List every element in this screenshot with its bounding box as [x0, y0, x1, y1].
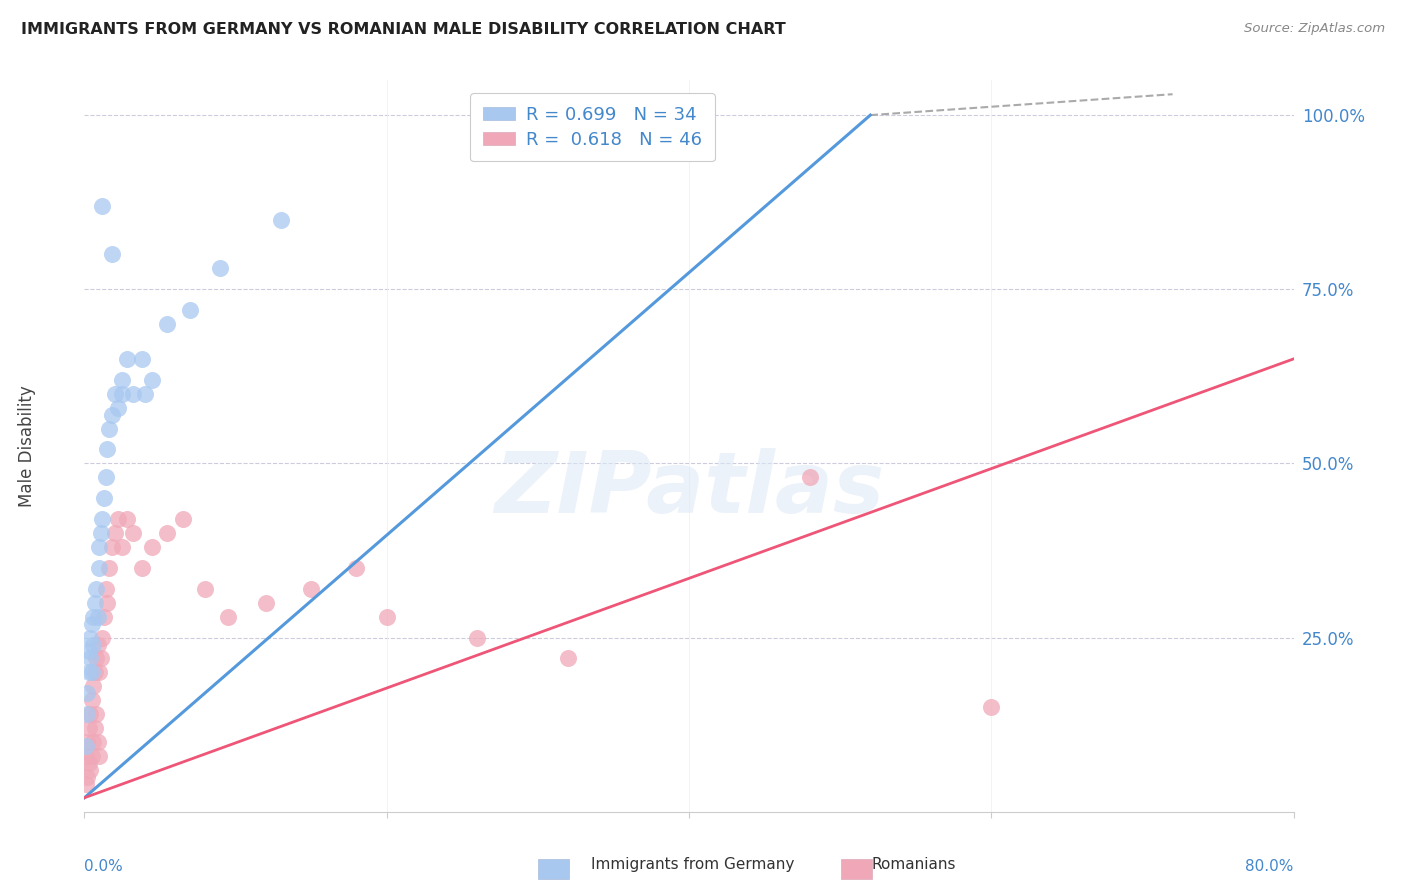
Point	[270, 212, 292, 227]
Point	[89, 665, 111, 680]
Point	[84, 721, 107, 735]
Point	[94, 470, 117, 484]
Text: 0.0%: 0.0%	[84, 859, 124, 874]
Text: Immigrants from Germany: Immigrants from Germany	[591, 857, 794, 872]
Point	[115, 512, 138, 526]
Point	[91, 512, 114, 526]
Point	[799, 470, 821, 484]
Point	[115, 351, 138, 366]
Point	[75, 749, 97, 764]
Point	[79, 631, 101, 645]
Point	[299, 582, 322, 596]
Point	[107, 401, 129, 415]
Point	[100, 540, 122, 554]
Point	[172, 512, 194, 526]
Point	[254, 596, 277, 610]
Point	[94, 582, 117, 596]
Point	[82, 638, 104, 652]
Point	[80, 665, 103, 680]
Point	[121, 386, 143, 401]
Legend: R = 0.699   N = 34, R =  0.618   N = 46: R = 0.699 N = 34, R = 0.618 N = 46	[470, 93, 714, 161]
Text: 80.0%: 80.0%	[1246, 859, 1294, 874]
Point	[141, 540, 163, 554]
Point	[77, 644, 100, 658]
Point	[96, 596, 118, 610]
Point	[121, 526, 143, 541]
Point	[84, 665, 107, 680]
Point	[79, 651, 101, 665]
Point	[82, 609, 104, 624]
Point	[217, 609, 239, 624]
Point	[76, 735, 98, 749]
Point	[91, 199, 114, 213]
Point	[79, 707, 101, 722]
Point	[82, 735, 104, 749]
Point	[179, 303, 201, 318]
Point	[82, 679, 104, 693]
Point	[86, 651, 108, 665]
Point	[75, 777, 97, 791]
Point	[131, 351, 153, 366]
Point	[87, 609, 110, 624]
Point	[79, 763, 101, 777]
Point	[111, 540, 134, 554]
Point	[80, 616, 103, 631]
Point	[77, 756, 100, 770]
Text: ZIPatlas: ZIPatlas	[494, 449, 884, 532]
Point	[104, 526, 127, 541]
Point	[90, 651, 112, 665]
Point	[76, 686, 98, 700]
Point	[89, 540, 111, 554]
Point	[107, 512, 129, 526]
Point	[467, 631, 489, 645]
Point	[134, 386, 156, 401]
Point	[194, 582, 217, 596]
Point	[100, 247, 122, 261]
Point	[86, 582, 108, 596]
Point	[209, 261, 232, 276]
Point	[77, 665, 100, 680]
Point	[80, 749, 103, 764]
Point	[100, 408, 122, 422]
Point	[86, 707, 108, 722]
Point	[91, 631, 114, 645]
Point	[557, 651, 579, 665]
Point	[76, 707, 98, 722]
Point	[77, 721, 100, 735]
Text: Source: ZipAtlas.com: Source: ZipAtlas.com	[1244, 22, 1385, 36]
Point	[90, 526, 112, 541]
Point	[156, 526, 179, 541]
Point	[346, 561, 368, 575]
Point	[97, 421, 120, 435]
Point	[89, 561, 111, 575]
Point	[375, 609, 398, 624]
Point	[156, 317, 179, 331]
Point	[87, 638, 110, 652]
Point	[96, 442, 118, 457]
Point	[75, 739, 97, 753]
Point	[89, 749, 111, 764]
Point	[80, 693, 103, 707]
Text: IMMIGRANTS FROM GERMANY VS ROMANIAN MALE DISABILITY CORRELATION CHART: IMMIGRANTS FROM GERMANY VS ROMANIAN MALE…	[21, 22, 786, 37]
Point	[84, 596, 107, 610]
Point	[76, 770, 98, 784]
Point	[87, 735, 110, 749]
Point	[980, 700, 1002, 714]
Point	[93, 609, 115, 624]
Point	[111, 386, 134, 401]
Point	[93, 491, 115, 506]
Text: Romanians: Romanians	[872, 857, 956, 872]
Point	[97, 561, 120, 575]
Point	[131, 561, 153, 575]
Point	[104, 386, 127, 401]
Text: Male Disability: Male Disability	[18, 385, 37, 507]
Point	[111, 373, 134, 387]
Point	[141, 373, 163, 387]
